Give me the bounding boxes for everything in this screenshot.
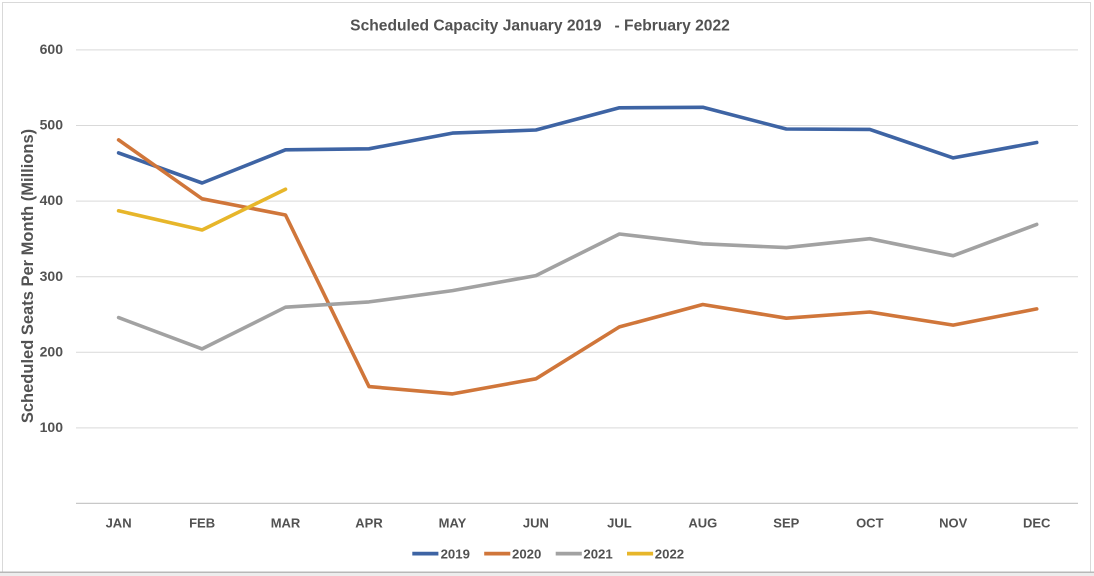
svg-text:Scheduled Seats Per Month (Mil: Scheduled Seats Per Month (Millions) — [19, 129, 37, 423]
svg-text:MAR: MAR — [271, 516, 301, 531]
svg-text:Scheduled Capacity January 201: Scheduled Capacity January 2019 - Februa… — [350, 18, 730, 35]
svg-text:SEP: SEP — [773, 516, 799, 531]
svg-text:MAY: MAY — [439, 516, 467, 531]
svg-text:JUL: JUL — [607, 516, 632, 531]
svg-text:500: 500 — [40, 117, 64, 133]
svg-text:2022: 2022 — [655, 546, 684, 561]
svg-text:DEC: DEC — [1023, 516, 1051, 531]
svg-text:600: 600 — [40, 41, 64, 57]
svg-text:2020: 2020 — [512, 546, 541, 561]
svg-text:2021: 2021 — [583, 546, 612, 561]
svg-text:JAN: JAN — [106, 516, 132, 531]
svg-text:200: 200 — [40, 343, 64, 359]
svg-text:400: 400 — [40, 192, 64, 208]
svg-text:AUG: AUG — [688, 516, 717, 531]
svg-text:NOV: NOV — [939, 516, 968, 531]
svg-text:FEB: FEB — [189, 516, 215, 531]
svg-text:100: 100 — [40, 419, 64, 435]
svg-text:300: 300 — [40, 268, 64, 284]
svg-text:OCT: OCT — [856, 516, 884, 531]
svg-text:2019: 2019 — [441, 546, 470, 561]
svg-text:APR: APR — [355, 516, 383, 531]
svg-text:JUN: JUN — [523, 516, 549, 531]
